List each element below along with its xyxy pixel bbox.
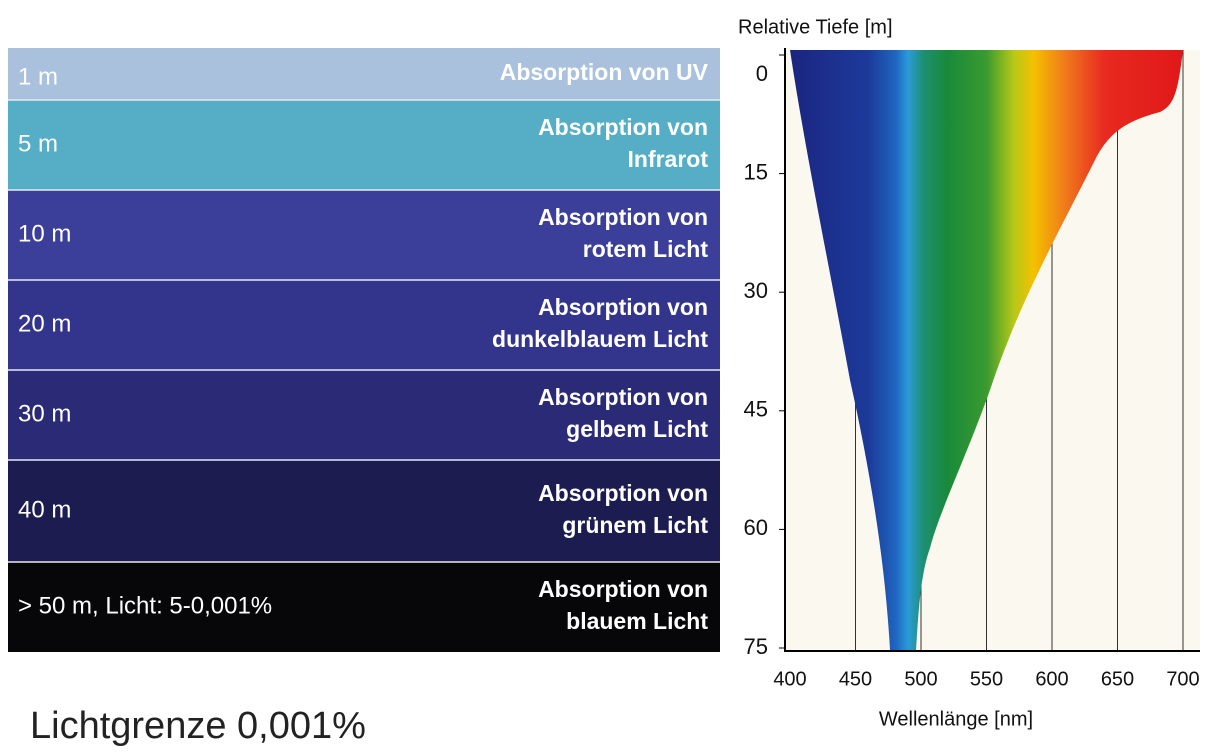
absorption-label: blauem Licht [566,608,708,634]
absorption-label: dunkelblauem Licht [492,326,708,352]
absorption-label: Absorption von [538,480,708,506]
footer: Lichtgrenze 0,001% [30,705,366,747]
y-axis-title: Relative Tiefe [m] [738,16,893,38]
depth-label: 40 m [18,496,71,523]
x-tick-label: 550 [970,668,1003,690]
absorption-label: Absorption von [538,114,708,140]
x-tick-label: 400 [773,668,806,690]
absorption-label: rotem Licht [583,236,709,262]
x-axis-title: Wellenlänge [nm] [879,708,1033,730]
depth-label: 30 m [18,400,71,427]
y-tick-label: 30 [744,278,768,303]
x-tick-label: 450 [839,668,872,690]
depth-label: 20 m [18,310,71,337]
absorption-label: Absorption von [538,384,708,410]
x-tick-label: 500 [904,668,937,690]
y-tick-label: 15 [744,159,768,184]
x-tick-label: 700 [1166,668,1199,690]
absorption-label: Absorption von [538,204,708,230]
depth-label: 5 m [18,130,58,157]
depth-band [8,460,720,562]
y-tick-label: 75 [744,634,768,659]
depth-label: 1 m [18,63,58,90]
absorption-label: Infrarot [628,146,709,172]
y-tick-label: 60 [744,515,768,540]
y-tick-label: 0 [756,61,768,86]
absorption-label: Absorption von [538,294,708,320]
x-tick-label: 600 [1035,668,1068,690]
absorption-label: Absorption von [538,576,708,602]
slide: 1 m Absorption von UV 5 m Absorption von Inf… [0,0,1216,749]
depth-label: 10 m [18,220,71,247]
depth-label: > 50 m, Licht: 5-0,001% [18,592,272,619]
y-tick-label: 45 [744,397,768,422]
absorption-label: gelbem Licht [566,416,708,442]
absorption-label: grünem Licht [562,512,708,538]
x-tick-label: 650 [1101,668,1134,690]
absorption-label: Absorption von UV [500,59,709,85]
depth-panel: 1 m Absorption von UV 5 m Absorption von Inf… [8,48,720,652]
